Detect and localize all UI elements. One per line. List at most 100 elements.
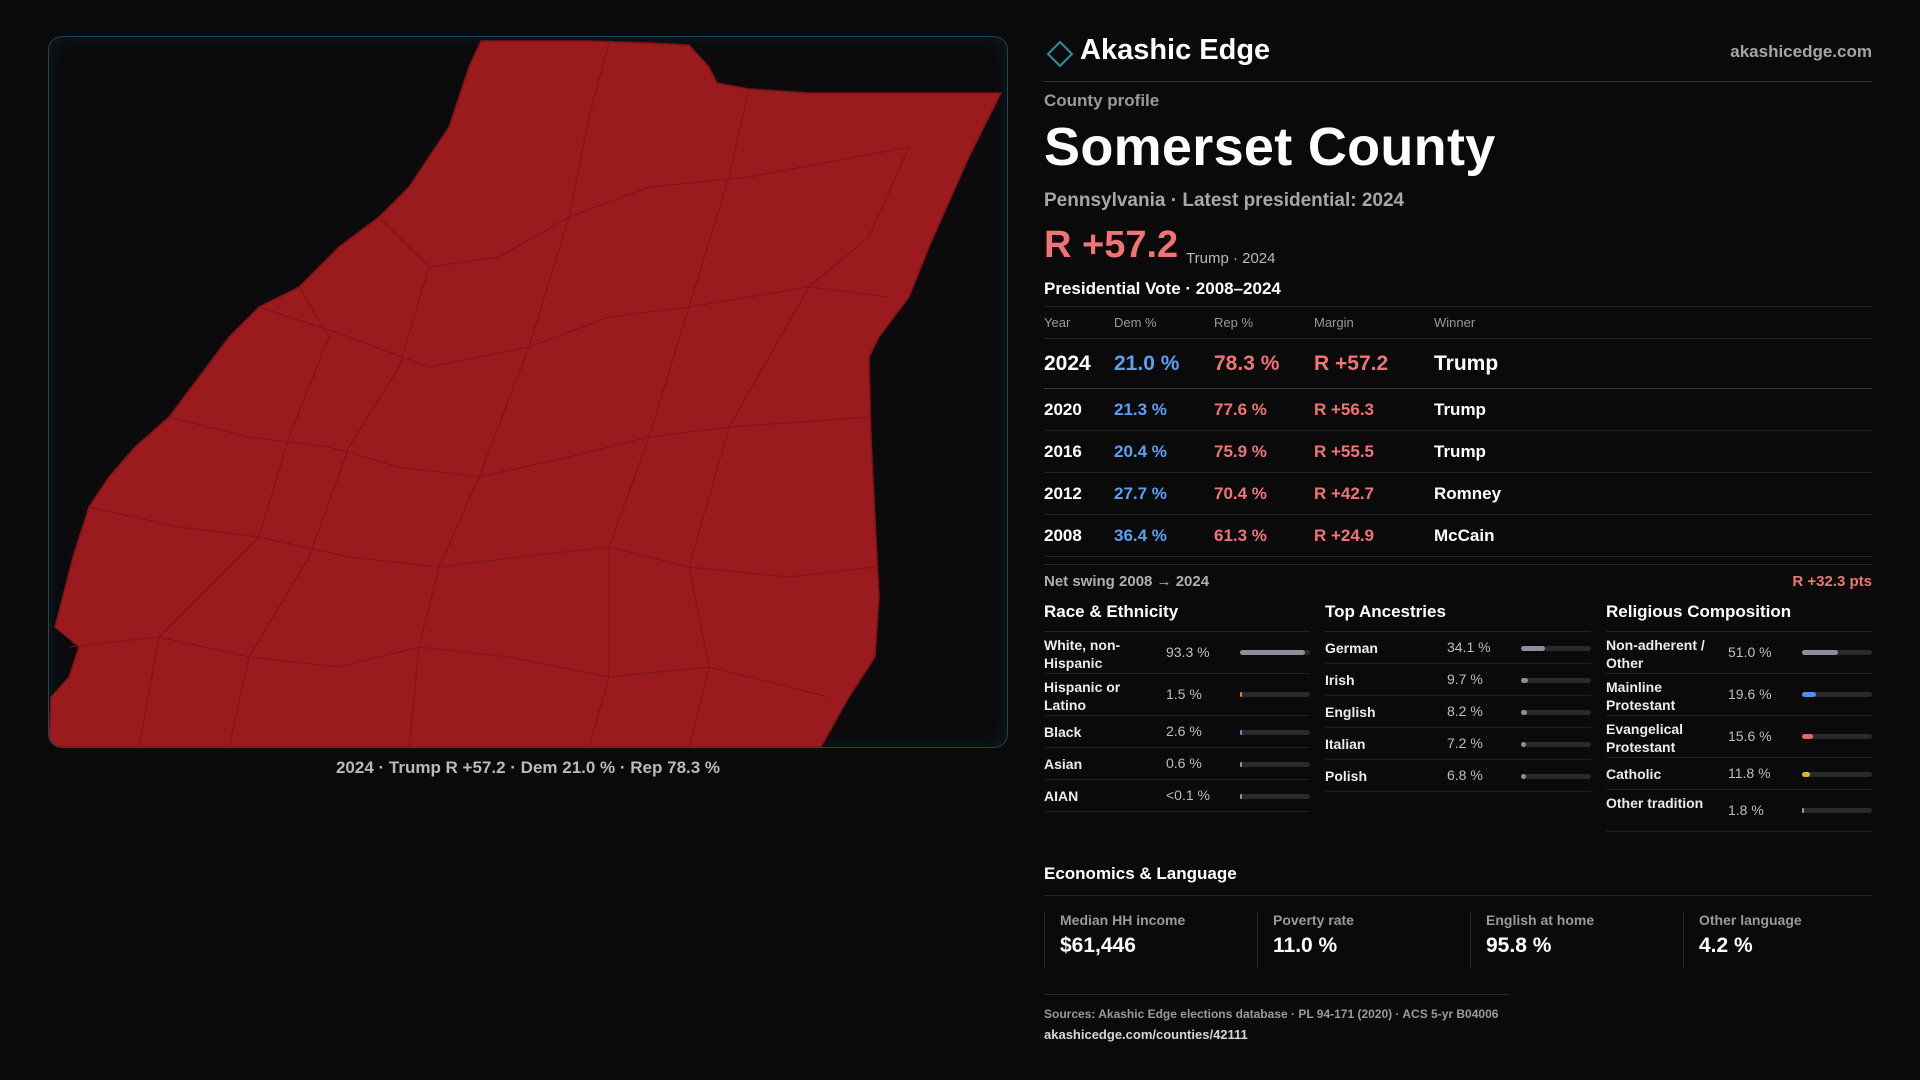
item-value: 51.0 %: [1728, 644, 1772, 660]
item-value: 8.2 %: [1447, 703, 1483, 719]
share-bar-fill: [1802, 692, 1816, 697]
economics-heading: Economics & Language: [1044, 864, 1872, 896]
item-label: Evangelical Protestant: [1606, 721, 1684, 755]
item-value: 11.8 %: [1728, 765, 1771, 781]
item-label: Italian: [1325, 736, 1366, 752]
table-row[interactable]: 2024 21.0 % 78.3 % R +57.2 Trump: [1044, 338, 1872, 389]
township-borders: [68, 42, 910, 747]
county-map[interactable]: [49, 37, 1008, 748]
cell-margin: R +55.5: [1314, 430, 1434, 473]
share-bar: [1240, 650, 1310, 655]
cell-winner: Romney: [1434, 472, 1872, 515]
cell-year: 2008: [1044, 514, 1114, 557]
cell-year: 2024: [1044, 338, 1114, 389]
latest-margin: R +57.2: [1044, 224, 1179, 266]
list-item[interactable]: Black 2.6 %: [1044, 716, 1310, 748]
item-value: 93.3 %: [1166, 644, 1210, 660]
econ-value: 11.0 %: [1273, 934, 1338, 957]
cell-winner: Trump: [1434, 430, 1872, 473]
item-label: Non-adherent / Other: [1606, 637, 1705, 671]
share-bar-fill: [1802, 808, 1804, 813]
list-item[interactable]: Hispanic or Latino 1.5 %: [1044, 674, 1310, 716]
share-bar-fill: [1240, 692, 1242, 697]
profile-kicker: County profile: [1044, 91, 1160, 110]
item-label: Mainline Protestant: [1606, 679, 1676, 713]
econ-card-other-language: Other language 4.2 %: [1683, 912, 1883, 968]
list-item[interactable]: Asian 0.6 %: [1044, 748, 1310, 780]
county-profile-panel: Akashic Edge akashicedge.com County prof…: [1044, 0, 1872, 1080]
list-item[interactable]: English 8.2 %: [1325, 696, 1591, 728]
list-item[interactable]: Evangelical Protestant 15.6 %: [1606, 716, 1872, 758]
cell-rep: 77.6 %: [1214, 388, 1314, 431]
share-bar-fill: [1802, 734, 1813, 739]
religion-section: Religious Composition Non-adherent / Oth…: [1606, 602, 1872, 832]
list-item[interactable]: Italian 7.2 %: [1325, 728, 1591, 760]
item-value: 2.6 %: [1166, 723, 1202, 739]
table-row[interactable]: 2008 36.4 % 61.3 % R +24.9 McCain: [1044, 514, 1872, 557]
brand-url-link[interactable]: akashicedge.com: [1730, 42, 1872, 61]
item-label: German: [1325, 640, 1378, 656]
cell-margin: R +56.3: [1314, 388, 1434, 431]
religion-heading: Religious Composition: [1606, 602, 1872, 632]
list-item[interactable]: German 34.1 %: [1325, 632, 1591, 664]
cell-rep: 70.4 %: [1214, 472, 1314, 515]
col-dem: Dem %: [1114, 306, 1214, 339]
share-bar: [1802, 772, 1872, 777]
share-bar-fill: [1802, 772, 1811, 777]
econ-value: 4.2 %: [1699, 934, 1753, 957]
net-swing-row: Net swing 2008 → 2024 R +32.3 pts: [1044, 564, 1872, 590]
item-value: 6.8 %: [1447, 767, 1483, 783]
county-shape[interactable]: [49, 40, 1003, 747]
list-item[interactable]: Catholic 11.8 %: [1606, 758, 1872, 790]
share-bar: [1240, 762, 1310, 767]
cell-margin: R +24.9: [1314, 514, 1434, 557]
cell-rep: 78.3 %: [1214, 338, 1314, 389]
item-value: 1.5 %: [1166, 686, 1202, 702]
econ-label: Poverty rate: [1273, 912, 1354, 928]
item-value: 7.2 %: [1447, 735, 1483, 751]
list-item[interactable]: White, non-Hispanic 93.3 %: [1044, 632, 1310, 674]
table-row[interactable]: 2020 21.3 % 77.6 % R +56.3 Trump: [1044, 388, 1872, 431]
list-item[interactable]: Other tradition 1.8 %: [1606, 790, 1872, 832]
cell-year: 2016: [1044, 430, 1114, 473]
ancestry-heading: Top Ancestries: [1325, 602, 1591, 632]
list-item[interactable]: AIAN <0.1 %: [1044, 780, 1310, 812]
latest-margin-note: Trump · 2024: [1186, 250, 1276, 267]
list-item[interactable]: Non-adherent / Other 51.0 %: [1606, 632, 1872, 674]
item-value: <0.1 %: [1166, 787, 1210, 803]
list-item[interactable]: Irish 9.7 %: [1325, 664, 1591, 696]
cell-margin: R +42.7: [1314, 472, 1434, 515]
econ-label: Median HH income: [1060, 912, 1186, 928]
item-label: Black: [1044, 724, 1082, 740]
share-bar-fill: [1240, 794, 1242, 799]
table-row[interactable]: 2012 27.7 % 70.4 % R +42.7 Romney: [1044, 472, 1872, 515]
presidential-vote-table: Year Dem % Rep % Margin Winner 2024 21.0…: [1044, 306, 1872, 557]
share-bar-fill: [1521, 710, 1527, 715]
share-bar-fill: [1521, 678, 1528, 683]
share-bar: [1802, 808, 1872, 813]
county-map-panel[interactable]: [48, 36, 1008, 748]
econ-label: Other language: [1699, 912, 1802, 928]
item-label: Catholic: [1606, 766, 1662, 782]
col-year: Year: [1044, 306, 1114, 339]
share-bar-fill: [1240, 762, 1242, 767]
race-ethnicity-section: Race & Ethnicity White, non-Hispanic 93.3…: [1044, 602, 1310, 812]
list-item[interactable]: Polish 6.8 %: [1325, 760, 1591, 792]
ancestry-section: Top Ancestries German 34.1 % Irish 9.7 % Eng…: [1325, 602, 1591, 792]
net-swing-label: Net swing 2008 → 2024: [1044, 573, 1210, 590]
share-bar-fill: [1521, 646, 1545, 651]
share-bar: [1521, 742, 1591, 747]
cell-winner: Trump: [1434, 338, 1872, 389]
table-row[interactable]: 2016 20.4 % 75.9 % R +55.5 Trump: [1044, 430, 1872, 473]
brand-name[interactable]: Akashic Edge: [1080, 34, 1271, 66]
share-bar: [1802, 734, 1872, 739]
share-bar: [1240, 730, 1310, 735]
net-swing-value: R +32.3 pts: [1792, 573, 1872, 590]
cell-winner: McCain: [1434, 514, 1872, 557]
list-item[interactable]: Mainline Protestant 19.6 %: [1606, 674, 1872, 716]
cell-winner: Trump: [1434, 388, 1872, 431]
item-label: Hispanic or Latino: [1044, 679, 1121, 713]
share-bar-fill: [1802, 650, 1838, 655]
county-permalink[interactable]: akashicedge.com/counties/42111: [1044, 1027, 1248, 1042]
econ-value: $61,446: [1060, 934, 1136, 957]
